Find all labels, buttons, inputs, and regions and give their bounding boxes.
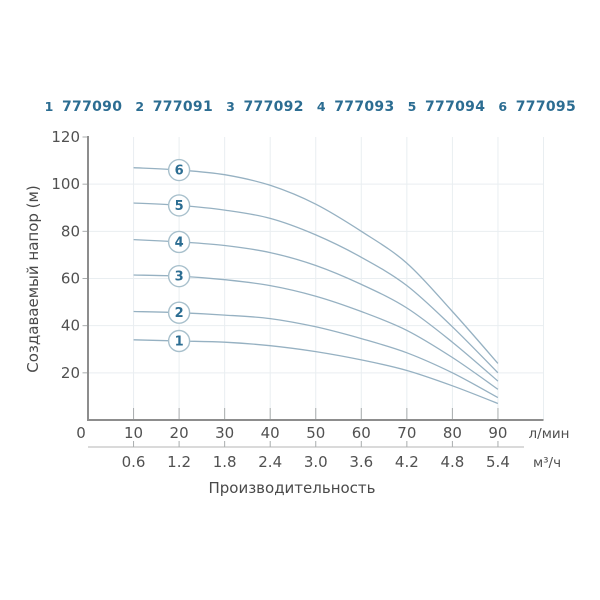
legend-series-number: 1: [44, 98, 54, 114]
legend-series-model: 777095: [515, 99, 576, 115]
curve-marker-1: [167, 329, 191, 353]
legend-series-number: 3: [226, 98, 235, 114]
secondary-x-tick-label: 1.8: [213, 453, 237, 471]
x-tick-label: 40: [261, 424, 280, 442]
curve-marker-3: [167, 264, 191, 288]
legend-series-number: 4: [316, 98, 326, 114]
x-tick-label: 10: [124, 424, 143, 442]
secondary-x-tick-label: 1.2: [167, 453, 191, 471]
y-tick-label: 100: [51, 175, 80, 193]
legend-series-model: 777091: [152, 99, 213, 115]
x-tick-label: 70: [397, 424, 416, 442]
y-axis-title: Создаваемый напор (м): [24, 185, 42, 373]
x-axis-title: Производительность: [208, 479, 376, 497]
legend-item-777092: 3 777092: [223, 99, 304, 115]
x-tick-label: 20: [170, 424, 189, 442]
x-tick-label: 60: [352, 424, 371, 442]
secondary-x-tick-label: 0.6: [122, 453, 146, 471]
curve-marker-label-4: 4: [175, 235, 184, 250]
curve-marker-label-1: 1: [175, 334, 184, 349]
x-unit-secondary-label: м³/ч: [533, 455, 561, 471]
curve-line-6: [133, 167, 499, 364]
legend-series-model: 777092: [243, 99, 304, 115]
curve-marker-4: [167, 230, 191, 254]
legend-series-model: 777094: [425, 99, 486, 115]
legend: 1 777090 2 777091 3 777092 4 777093 5 777094 6 7770…: [41, 96, 576, 118]
secondary-x-tick-label: 2.4: [258, 453, 282, 471]
curve-marker-label-2: 2: [175, 306, 184, 321]
x-unit-primary-label: л/мин: [529, 426, 570, 442]
curve-line-5: [133, 202, 499, 374]
legend-item-777094: 5 777094: [404, 99, 485, 115]
x-tick-label: 90: [488, 424, 507, 442]
curve-line-4: [133, 238, 499, 382]
y-tick-label: 80: [61, 222, 80, 240]
x-tick-label: 50: [306, 424, 325, 442]
x-tick-label: 80: [443, 424, 462, 442]
secondary-x-tick-label: 5.4: [486, 453, 510, 471]
y-tick-label: 20: [61, 364, 80, 382]
legend-item-777090: 1 777090: [41, 99, 122, 115]
legend-series-number: 5: [407, 98, 417, 114]
secondary-x-tick-label: 4.2: [395, 453, 419, 471]
legend-series-number: 2: [135, 98, 145, 114]
curve-marker-2: [167, 301, 191, 324]
x-tick-label: 30: [215, 424, 234, 442]
legend-series-model: 777090: [62, 99, 123, 115]
secondary-x-tick-label: 4.8: [440, 453, 464, 471]
y-tick-label: 40: [61, 317, 80, 335]
curve-marker-label-3: 3: [175, 270, 184, 285]
secondary-x-tick-label: 3.0: [304, 453, 328, 471]
secondary-x-tick-label: 3.6: [349, 453, 373, 471]
curve-marker-label-5: 5: [175, 199, 184, 214]
curve-marker-label-6: 6: [175, 164, 184, 179]
curve-marker-5: [167, 194, 191, 217]
curve-marker-6: [167, 158, 191, 182]
legend-item-777091: 2 777091: [132, 99, 213, 115]
legend-item-777095: 6 777095: [495, 99, 576, 115]
y-tick-label: 120: [51, 128, 80, 146]
x-tick-label: 0: [76, 424, 86, 442]
legend-series-number: 6: [498, 98, 508, 114]
legend-series-model: 777093: [334, 99, 395, 115]
curve-line-2: [133, 310, 499, 399]
y-tick-label: 60: [61, 270, 80, 288]
curve-line-1: [133, 339, 499, 405]
curve-line-3: [133, 274, 499, 390]
legend-item-777093: 4 777093: [313, 99, 394, 115]
